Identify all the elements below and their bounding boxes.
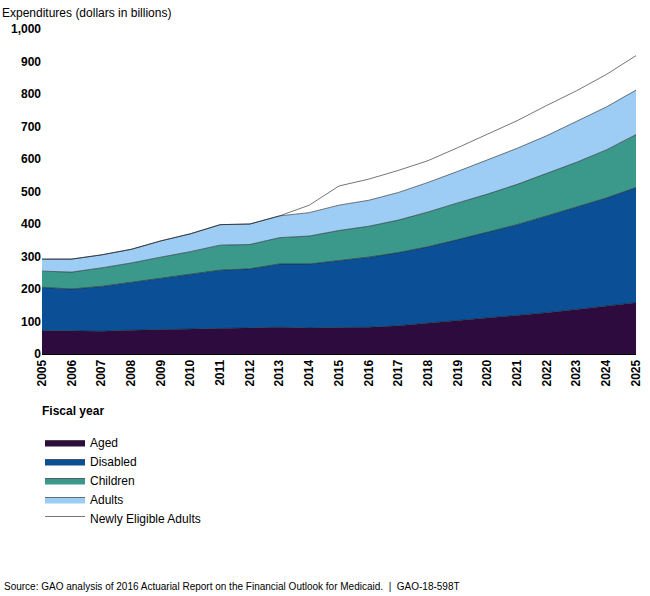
svg-text:2014: 2014 — [302, 359, 316, 386]
svg-text:2013: 2013 — [273, 359, 287, 386]
svg-text:2015: 2015 — [332, 359, 346, 386]
svg-text:200: 200 — [21, 282, 41, 296]
svg-text:2007: 2007 — [94, 359, 108, 386]
svg-text:2022: 2022 — [540, 359, 554, 386]
svg-text:Children: Children — [90, 474, 135, 488]
svg-text:1,000: 1,000 — [11, 22, 41, 36]
svg-text:Source: GAO analysis of 2016 A: Source: GAO analysis of 2016 Actuarial R… — [4, 581, 460, 592]
svg-text:Fiscal year: Fiscal year — [42, 404, 104, 418]
svg-text:800: 800 — [21, 87, 41, 101]
svg-text:Adults: Adults — [90, 493, 123, 507]
svg-text:400: 400 — [21, 217, 41, 231]
svg-text:2025: 2025 — [629, 359, 643, 386]
svg-text:2018: 2018 — [421, 359, 435, 386]
svg-text:2021: 2021 — [510, 359, 524, 386]
svg-text:500: 500 — [21, 185, 41, 199]
svg-text:2020: 2020 — [480, 359, 494, 386]
svg-text:100: 100 — [21, 315, 41, 329]
svg-text:2006: 2006 — [65, 359, 79, 386]
svg-text:900: 900 — [21, 55, 41, 69]
svg-text:2024: 2024 — [599, 359, 613, 386]
svg-text:600: 600 — [21, 152, 41, 166]
svg-text:Newly Eligible Adults: Newly Eligible Adults — [90, 512, 201, 526]
svg-text:Disabled: Disabled — [90, 455, 137, 469]
svg-text:2023: 2023 — [570, 359, 584, 386]
svg-text:Aged: Aged — [90, 436, 118, 450]
svg-text:2008: 2008 — [124, 359, 138, 386]
svg-text:2016: 2016 — [362, 359, 376, 386]
svg-text:2009: 2009 — [154, 359, 168, 386]
svg-text:2019: 2019 — [451, 359, 465, 386]
svg-text:300: 300 — [21, 250, 41, 264]
svg-text:2010: 2010 — [183, 359, 197, 386]
svg-text:700: 700 — [21, 120, 41, 134]
svg-text:2017: 2017 — [391, 359, 405, 386]
svg-text:0: 0 — [34, 347, 41, 361]
svg-text:2005: 2005 — [35, 359, 49, 386]
svg-text:2011: 2011 — [213, 359, 227, 385]
svg-text:Expenditures (dollars in billi: Expenditures (dollars in billions) — [2, 6, 171, 20]
svg-text:2012: 2012 — [243, 359, 257, 386]
